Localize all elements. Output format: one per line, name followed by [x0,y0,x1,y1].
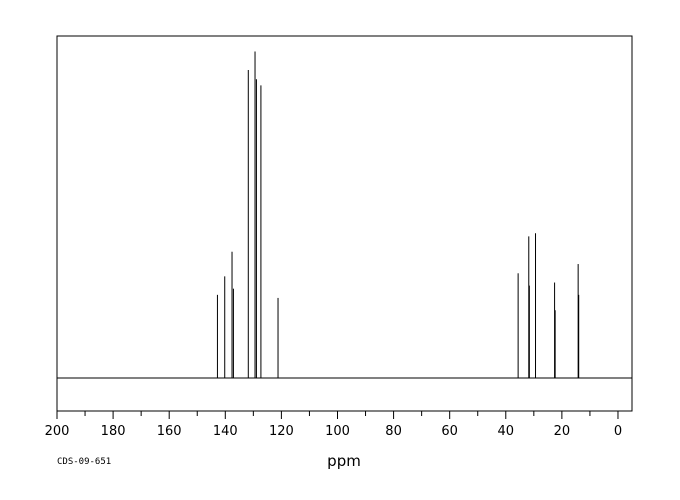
x-axis-label: ppm [327,452,361,470]
x-axis-ticks: 200 180 160 140 120 100 80 60 40 20 0 [45,411,622,439]
tick-label-200: 200 [45,424,70,439]
tick-label-40: 40 [498,424,515,439]
tick-label-160: 160 [157,424,182,439]
plot-frame [56,35,633,412]
tick-label-60: 60 [441,424,458,439]
tick-label-0: 0 [614,424,622,439]
tick-label-100: 100 [325,424,350,439]
tick-label-140: 140 [213,424,238,439]
tick-label-180: 180 [101,424,126,439]
spectrum-code: CDS-09-651 [57,457,111,467]
tick-label-120: 120 [269,424,294,439]
tick-label-20: 20 [554,424,571,439]
spectrum-peaks [216,51,580,378]
tick-label-80: 80 [385,424,402,439]
